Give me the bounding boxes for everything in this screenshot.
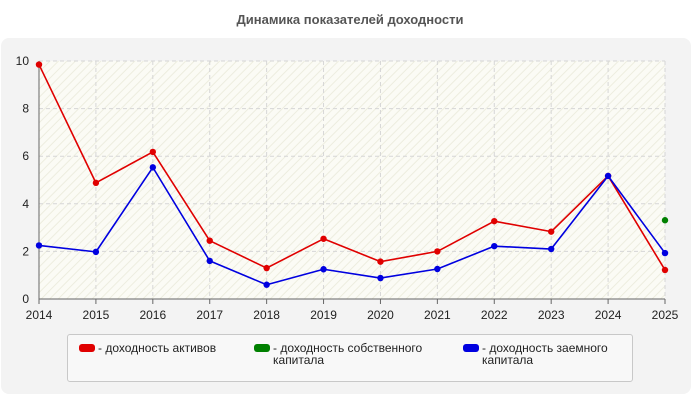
legend: - доходность активов - доходность собств… <box>67 334 633 382</box>
x-tick-label: 2018 <box>253 308 280 322</box>
data-point-2 <box>604 172 612 180</box>
legend-label-equity-line1: - доходность собственного <box>273 341 423 355</box>
y-tick-label: 8 <box>22 102 29 116</box>
x-tick-label: 2019 <box>310 308 337 322</box>
chart-title: Динамика показателей доходности <box>236 12 464 27</box>
x-tick-label: 2020 <box>367 308 394 322</box>
data-point-0 <box>661 266 669 274</box>
tick-labels: 0 2 4 6 8 10 2014 2015 2016 2017 2018 2019 2020 2021 2… <box>16 54 679 322</box>
data-point-0 <box>491 217 498 225</box>
data-point-2 <box>491 242 498 250</box>
x-tick-label: 2022 <box>481 308 508 322</box>
legend-label-debt-line1: - доходность заемного <box>482 341 608 355</box>
data-point-2 <box>377 274 384 282</box>
data-point-2 <box>434 265 441 273</box>
data-point-2 <box>661 249 669 257</box>
data-point-0 <box>263 264 270 272</box>
legend-label-equity-line2: капитала <box>273 353 325 367</box>
series-line-2 <box>38 166 666 286</box>
y-tick-label: 0 <box>22 292 29 306</box>
data-point-0 <box>206 237 213 244</box>
data-point-2 <box>320 266 327 273</box>
x-tick-label: 2016 <box>139 308 166 322</box>
y-tick-label: 10 <box>16 54 30 68</box>
y-tick-label: 6 <box>22 149 29 163</box>
legend-label-assets: - доходность активов <box>98 341 217 355</box>
data-point-2 <box>35 242 43 249</box>
data-point-0 <box>149 148 157 156</box>
data-point-1 <box>661 217 669 224</box>
data-point-0 <box>35 61 43 68</box>
axes <box>38 61 666 304</box>
x-tick-label: 2014 <box>26 308 53 322</box>
legend-swatch-equity <box>254 344 270 352</box>
y-tick-label: 4 <box>22 197 29 211</box>
data-point-2 <box>92 248 100 256</box>
data-point-2 <box>206 257 213 265</box>
x-tick-label: 2017 <box>196 308 223 322</box>
data-point-0 <box>434 248 441 255</box>
y-tick-label: 2 <box>22 244 29 258</box>
x-tick-label: 2025 <box>652 308 679 322</box>
data-point-2 <box>263 281 270 288</box>
x-tick-label: 2023 <box>538 308 565 322</box>
data-point-0 <box>377 258 384 265</box>
legend-swatch-assets <box>79 344 95 352</box>
series-line-0 <box>38 64 666 271</box>
data-point-2 <box>547 245 555 253</box>
x-tick-label: 2024 <box>595 308 622 322</box>
data-point-0 <box>92 179 100 187</box>
data-point-2 <box>149 164 157 171</box>
x-tick-label: 2021 <box>424 308 451 322</box>
legend-label-debt-line2: капитала <box>482 353 534 367</box>
plot-area <box>39 61 665 299</box>
data-point-0 <box>320 235 327 242</box>
legend-swatch-debt <box>463 344 479 352</box>
series-layer <box>35 61 669 288</box>
data-point-0 <box>547 228 555 235</box>
x-tick-label: 2015 <box>83 308 110 322</box>
